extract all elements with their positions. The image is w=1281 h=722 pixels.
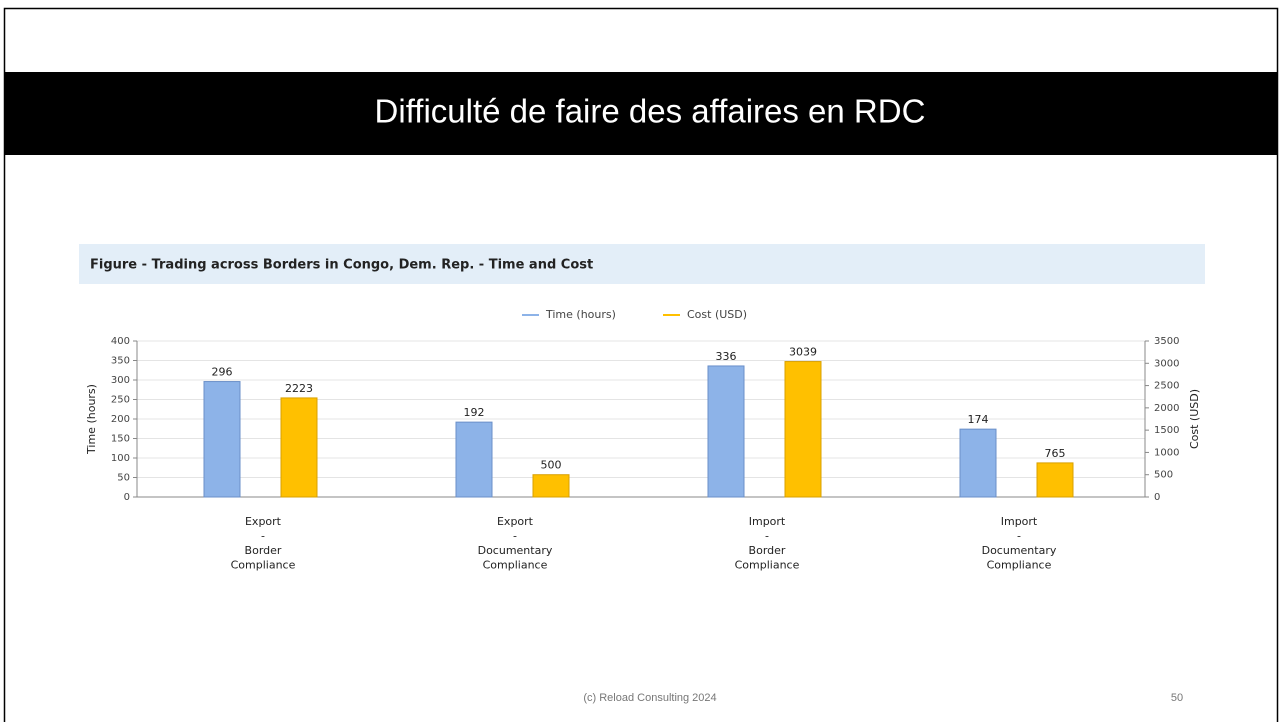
y2-tick-label: 3000 — [1154, 358, 1179, 369]
data-label: 174 — [968, 413, 989, 426]
data-label: 765 — [1045, 447, 1066, 460]
data-label: 500 — [541, 459, 562, 472]
title-bar — [4, 72, 1278, 155]
y-tick-label: 200 — [111, 414, 130, 425]
data-label: 2223 — [285, 382, 313, 395]
data-label: 192 — [464, 406, 485, 419]
x-tick-label: - — [1017, 530, 1021, 543]
data-label: 296 — [212, 366, 233, 379]
slide-title: Difficulté de faire des affaires en RDC — [375, 93, 926, 130]
y-tick-label: 350 — [111, 356, 130, 367]
bar — [707, 365, 745, 498]
x-tick-label: Export — [497, 515, 534, 528]
y-tick-label: 250 — [111, 395, 130, 406]
data-label: 336 — [716, 350, 737, 363]
bar — [455, 421, 493, 498]
y-tick-label: 50 — [117, 473, 130, 484]
y-tick-label: 300 — [111, 375, 130, 386]
legend-label: Time (hours) — [545, 308, 616, 321]
x-tick-label: Import — [1001, 515, 1038, 528]
x-tick-label: Documentary — [478, 544, 553, 557]
x-tick-label: Border — [749, 544, 786, 557]
y-tick-label: 100 — [111, 453, 130, 464]
bar — [532, 474, 570, 498]
y-axis-title: Time (hours) — [85, 384, 98, 455]
footer: (c) Reload Consulting 2024 — [583, 692, 716, 704]
chart-title: Figure - Trading across Borders in Congo… — [90, 258, 593, 273]
x-tick-label: - — [513, 530, 517, 543]
y2-tick-label: 0 — [1154, 492, 1160, 503]
bar — [203, 381, 241, 498]
chart-header — [79, 244, 1205, 284]
y2-tick-label: 2500 — [1154, 381, 1179, 392]
x-tick-label: Import — [749, 515, 786, 528]
x-tick-label: Compliance — [483, 559, 548, 572]
bar — [1036, 462, 1074, 498]
y-tick-label: 400 — [111, 336, 130, 347]
bar — [280, 397, 318, 498]
x-tick-label: Compliance — [987, 559, 1052, 572]
x-tick-label: Compliance — [231, 559, 296, 572]
x-tick-label: Export — [245, 515, 282, 528]
bar — [784, 361, 822, 498]
x-tick-label: Border — [245, 544, 282, 557]
x-tick-label: Documentary — [982, 544, 1057, 557]
data-label: 3039 — [789, 346, 817, 359]
y2-tick-label: 3500 — [1154, 336, 1179, 347]
x-tick-label: Compliance — [735, 559, 800, 572]
y2-tick-label: 1000 — [1154, 447, 1179, 458]
y2-tick-label: 1500 — [1154, 425, 1179, 436]
y-tick-label: 0 — [124, 492, 130, 503]
y2-tick-label: 2000 — [1154, 403, 1179, 414]
y2-axis-title: Cost (USD) — [1188, 389, 1201, 449]
bar — [959, 428, 997, 498]
x-tick-label: - — [261, 530, 265, 543]
y2-tick-label: 500 — [1154, 470, 1173, 481]
y-tick-label: 150 — [111, 434, 130, 445]
page-number: 50 — [1171, 692, 1183, 704]
legend-label: Cost (USD) — [687, 308, 747, 321]
x-tick-label: - — [765, 530, 769, 543]
